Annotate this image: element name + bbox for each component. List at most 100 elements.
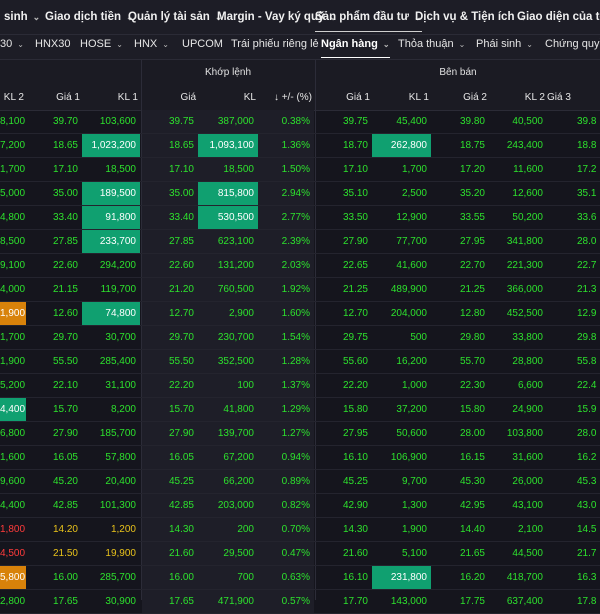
table-row[interactable]: 1,900 12.60 74,800 12.70 2,900 1.60% 12.70 204,…: [0, 302, 600, 326]
cell-kl2-left: 8,100: [0, 116, 26, 127]
cell-kl1-sell: 1,700: [401, 164, 427, 175]
cell-gia-match: 12.70: [142, 302, 198, 325]
cell-kl2-sell: 43,100: [512, 500, 543, 511]
table-row[interactable]: 5,800 16.00 285,700 16.00 700 0.63% 16.10 231,8…: [0, 566, 600, 590]
table-row[interactable]: 9,600 45.20 20,400 45.25 66,200 0.89% 45.25 9,7…: [0, 470, 600, 494]
cell-gia-match: 22.60: [142, 254, 198, 277]
table-row[interactable]: 1,600 16.05 57,800 16.05 67,200 0.94% 16.10 106…: [0, 446, 600, 470]
tab-9[interactable]: Chứng quyền: [545, 36, 600, 59]
nav-item-label: Dịch vụ & Tiện ích: [415, 11, 515, 23]
table-row[interactable]: 4,400 15.70 8,200 15.70 41,800 1.29% 15.80 37,2…: [0, 398, 600, 422]
tab-5[interactable]: Trái phiếu riêng lẻ: [231, 36, 319, 59]
cell-gia-match: 21.60: [142, 542, 198, 565]
chevron-down-icon: ⌄: [329, 12, 337, 22]
table-row[interactable]: 1,700 29.70 30,700 29.70 230,700 1.54% 29.75 50…: [0, 326, 600, 350]
cell-kl2-sell: 366,000: [506, 284, 543, 295]
tab-2[interactable]: HOSE ⌄: [80, 36, 123, 59]
cell-kl1-buy: 20,400: [105, 476, 136, 487]
nav-item-0[interactable]: sinh ⌄: [4, 0, 40, 34]
col-header-gia2-sell: Giá 2: [463, 92, 487, 103]
cell-kl1-buy: 285,700: [99, 572, 136, 583]
cell-gia3-sell: 12.9: [577, 308, 597, 319]
cell-kl1-sell: 1,900: [401, 524, 427, 535]
nav-item-label: Sản phẩm đầu tư: [315, 11, 409, 23]
cell-kl1-sell: 50,600: [396, 428, 427, 439]
cell-kl2-left: 9,100: [0, 260, 26, 271]
cell-kl1-buy: 189,500: [82, 182, 140, 205]
table-row[interactable]: 1,900 55.50 285,400 55.50 352,500 1.28% 55.60 1…: [0, 350, 600, 374]
table-row[interactable]: 4,500 21.50 19,900 21.60 29,500 0.47% 21.60 5,1…: [0, 542, 600, 566]
cell-kl1-buy: 233,700: [82, 230, 140, 253]
tab-3[interactable]: HNX ⌄: [134, 36, 169, 59]
cell-gia3-sell: 29.8: [577, 332, 597, 343]
cell-kl2-sell: 221,300: [506, 260, 543, 271]
table-row[interactable]: 4,800 33.40 91,800 33.40 530,500 2.77% 33.50 12…: [0, 206, 600, 230]
tab-7[interactable]: Thỏa thuận ⌄: [398, 36, 465, 59]
table-row[interactable]: 1,800 14.20 1,200 14.30 200 0.70% 14.30 1,900 14…: [0, 518, 600, 542]
cell-gia3-sell: 55.8: [577, 356, 597, 367]
cell-gia1-sell: 17.70: [342, 596, 368, 607]
cell-gia3-sell: 33.6: [577, 212, 597, 223]
table-row[interactable]: 7,200 18.65 1,023,200 18.65 1,093,100 1.36% 18…: [0, 134, 600, 158]
cell-change-pct: 1.36%: [258, 134, 314, 157]
tab-4[interactable]: UPCOM: [182, 36, 223, 59]
cell-kl1-sell: 9,700: [401, 476, 427, 487]
cell-gia-match: 33.40: [142, 206, 198, 229]
cell-gia-match: 18.65: [142, 134, 198, 157]
table-row[interactable]: 4,000 21.15 119,700 21.20 760,500 1.92% 21.25 4…: [0, 278, 600, 302]
cell-gia3-sell: 39.8: [577, 116, 597, 127]
cell-change-pct: 1.60%: [258, 302, 314, 325]
cell-gia1-sell: 12.70: [342, 308, 368, 319]
tab-label: Ngân hàng: [321, 38, 378, 50]
tab-0[interactable]: 30 ⌄: [0, 36, 24, 59]
cell-kl1-buy: 31,100: [105, 380, 136, 391]
cell-gia3-sell: 35.1: [577, 188, 597, 199]
table-row[interactable]: 8,100 39.70 103,600 39.75 387,000 0.38% 39.75 4…: [0, 110, 600, 134]
cell-kl2-left: 5,000: [0, 188, 26, 199]
cell-gia1-sell: 33.50: [342, 212, 368, 223]
cell-kl1-sell: 500: [410, 332, 427, 343]
cell-gia1-sell: 17.10: [342, 164, 368, 175]
table-header: Khớp lệnh Bên bán KL 2 Giá 1 KL 1 Giá KL ↓ +/…: [0, 60, 600, 111]
cell-kl1-buy: 18,500: [105, 164, 136, 175]
table-row[interactable]: 2,800 17.65 30,900 17.65 471,900 0.57% 17.70 14…: [0, 590, 600, 614]
cell-gia-match: 29.70: [142, 326, 198, 349]
nav-item-4[interactable]: Sản phẩm đầu tư ⌄: [315, 0, 422, 32]
col-header-change-pct[interactable]: ↓ +/- (%): [273, 92, 312, 103]
cell-gia1-buy: 27.90: [52, 428, 78, 439]
table-row[interactable]: 5,200 22.10 31,100 22.20 100 1.37% 22.20 1,000 2…: [0, 374, 600, 398]
cell-kl-match: 29,500: [198, 542, 258, 565]
table-row[interactable]: 6,800 27.90 185,700 27.90 139,700 1.27% 27.95 5…: [0, 422, 600, 446]
price-board: 8,100 39.70 103,600 39.75 387,000 0.38% 39.75 4…: [0, 110, 600, 614]
cell-gia-match: 17.10: [142, 158, 198, 181]
cell-kl1-sell: 16,200: [396, 356, 427, 367]
tab-6[interactable]: Ngân hàng ⌄: [321, 36, 390, 58]
chevron-down-icon: ⌄: [17, 40, 24, 49]
table-row[interactable]: 1,700 17.10 18,500 17.10 18,500 1.50% 17.10 1,7…: [0, 158, 600, 182]
cell-gia-match: 45.25: [142, 470, 198, 493]
cell-gia2-sell: 45.30: [459, 476, 485, 487]
nav-item-label: Giao diện của tôi: [517, 11, 600, 23]
nav-item-3[interactable]: Margin - Vay ký quỹ ⌄: [217, 0, 337, 34]
cell-kl2-left: 1,600: [0, 452, 26, 463]
cell-kl2-sell: 2,100: [517, 524, 543, 535]
cell-gia-match: 17.65: [142, 590, 198, 613]
tab-1[interactable]: HNX30: [35, 36, 70, 59]
cell-kl1-sell: 106,900: [390, 452, 427, 463]
cell-gia1-buy: 45.20: [52, 476, 78, 487]
cell-change-pct: 2.77%: [258, 206, 314, 229]
cell-gia1-buy: 18.65: [52, 140, 78, 151]
cell-gia2-sell: 16.20: [459, 572, 485, 583]
nav-item-2[interactable]: Quản lý tài sản ⌄: [128, 0, 222, 34]
nav-item-6[interactable]: Giao diện của tôi⌄: [517, 0, 600, 34]
cell-kl-match: 352,500: [198, 350, 258, 373]
table-row[interactable]: 9,100 22.60 294,200 22.60 131,200 2.03% 22.65 4…: [0, 254, 600, 278]
table-row[interactable]: 4,400 42.85 101,300 42.85 203,000 0.82% 42.90 1…: [0, 494, 600, 518]
table-row[interactable]: 5,000 35.00 189,500 35.00 815,800 2.94% 35.10 2…: [0, 182, 600, 206]
nav-item-1[interactable]: Giao dịch tiền ⌄: [45, 0, 134, 34]
nav-item-5[interactable]: Dịch vụ & Tiện ích ⌄: [415, 0, 527, 34]
tab-8[interactable]: Phái sinh ⌄: [476, 36, 533, 59]
table-row[interactable]: 8,500 27.85 233,700 27.85 623,100 2.39% 27.90 7…: [0, 230, 600, 254]
cell-gia2-sell: 55.70: [459, 356, 485, 367]
cell-kl1-buy: 74,800: [82, 302, 140, 325]
